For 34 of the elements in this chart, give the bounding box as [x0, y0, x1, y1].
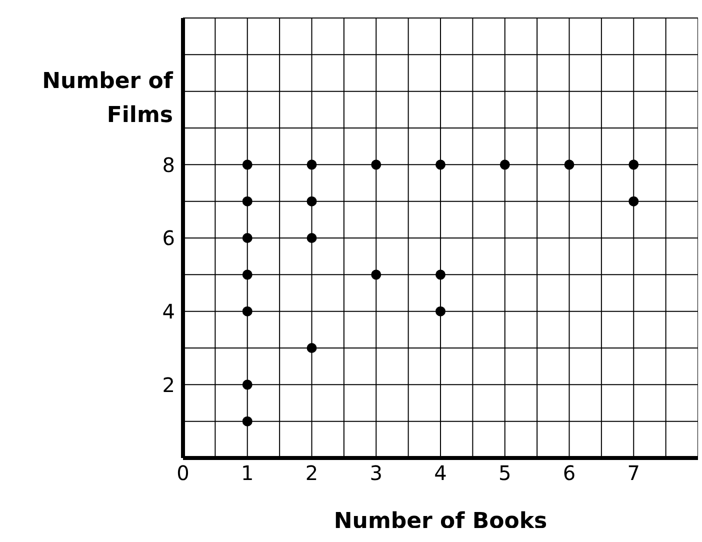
- point: [436, 270, 446, 280]
- point: [242, 270, 252, 280]
- y-tick-label: 6: [162, 226, 175, 250]
- x-tick-label: 0: [176, 461, 190, 486]
- y-tick-label: 4: [162, 299, 175, 324]
- x-tick-label: 3: [370, 461, 382, 486]
- point: [436, 306, 446, 316]
- point: [371, 270, 382, 280]
- x-tick-label: 5: [498, 461, 512, 486]
- point: [242, 160, 252, 170]
- y-tick-label: 8: [162, 152, 175, 177]
- point: [242, 416, 252, 426]
- x-tick-label: 4: [434, 461, 447, 486]
- y-axis-title: Number of Films: [42, 69, 174, 128]
- point: [242, 233, 252, 243]
- point: [242, 306, 252, 316]
- x-tick-label: 2: [305, 461, 318, 486]
- x-tick-label: 1: [241, 461, 254, 486]
- y-tick-label: 2: [162, 372, 175, 397]
- point: [500, 160, 510, 170]
- point: [564, 160, 574, 170]
- point: [242, 196, 252, 206]
- point: [371, 160, 382, 170]
- point: [306, 160, 317, 170]
- point: [306, 343, 317, 353]
- point: [306, 233, 317, 243]
- x-tick-label: 7: [627, 461, 640, 486]
- x-tick-label: 6: [562, 461, 576, 486]
- point: [436, 160, 446, 170]
- point: [628, 160, 639, 170]
- point: [628, 196, 639, 206]
- x-axis-title: Number of Books: [334, 509, 548, 534]
- point: [306, 196, 317, 206]
- point: [242, 380, 252, 390]
